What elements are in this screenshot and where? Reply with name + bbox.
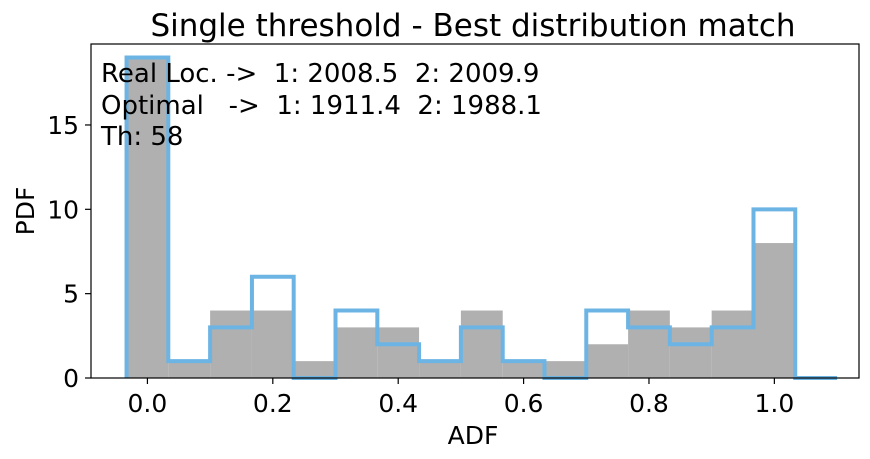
x-tick-label: 0.0	[128, 389, 168, 418]
step-histogram	[124, 55, 838, 380]
filled-bar	[210, 310, 252, 378]
y-tick-label: 10	[47, 195, 79, 224]
annotation-real-loc: Real Loc. -> 1: 2008.5 2: 2009.9	[101, 59, 539, 89]
filled-bar	[377, 327, 420, 378]
filled-histogram	[126, 57, 796, 379]
filled-bar	[544, 361, 587, 378]
filled-bar	[628, 310, 670, 378]
x-tick-label: 0.8	[629, 389, 669, 418]
filled-bar	[502, 361, 545, 378]
chart-title: Single threshold - Best distribution mat…	[150, 8, 795, 44]
filled-bar	[126, 57, 169, 379]
filled-bar	[168, 361, 211, 378]
filled-bar	[293, 361, 336, 378]
filled-bar	[753, 243, 796, 378]
x-tick-label: 0.4	[378, 389, 418, 418]
filled-bar	[711, 310, 754, 378]
filled-bar	[669, 327, 712, 378]
y-axis-label: PDF	[11, 187, 40, 236]
filled-bar	[251, 310, 294, 378]
y-tick-label: 0	[63, 364, 79, 393]
x-axis-ticks: 0.0 0.2 0.4 0.6 0.8 1.0	[128, 378, 794, 418]
y-tick-label: 5	[63, 280, 79, 309]
plot-frame	[90, 43, 860, 379]
x-tick-label: 0.2	[253, 389, 293, 418]
y-axis-ticks: 0 5 10 15	[47, 111, 91, 393]
x-tick-label: 0.6	[504, 389, 544, 418]
annotation-threshold: Th: 58	[100, 122, 183, 152]
y-tick-label: 15	[47, 111, 79, 140]
filled-bar	[419, 361, 461, 378]
filled-bar	[460, 310, 503, 378]
filled-bar	[335, 327, 378, 378]
annotation-box: Real Loc. -> 1: 2008.5 2: 2009.9 Optimal…	[100, 59, 542, 152]
filled-bar	[586, 344, 629, 378]
x-tick-label: 1.0	[754, 389, 794, 418]
x-axis-label: ADF	[448, 421, 499, 450]
annotation-optimal: Optimal -> 1: 1911.4 2: 1988.1	[101, 91, 542, 121]
step-line	[124, 55, 838, 380]
